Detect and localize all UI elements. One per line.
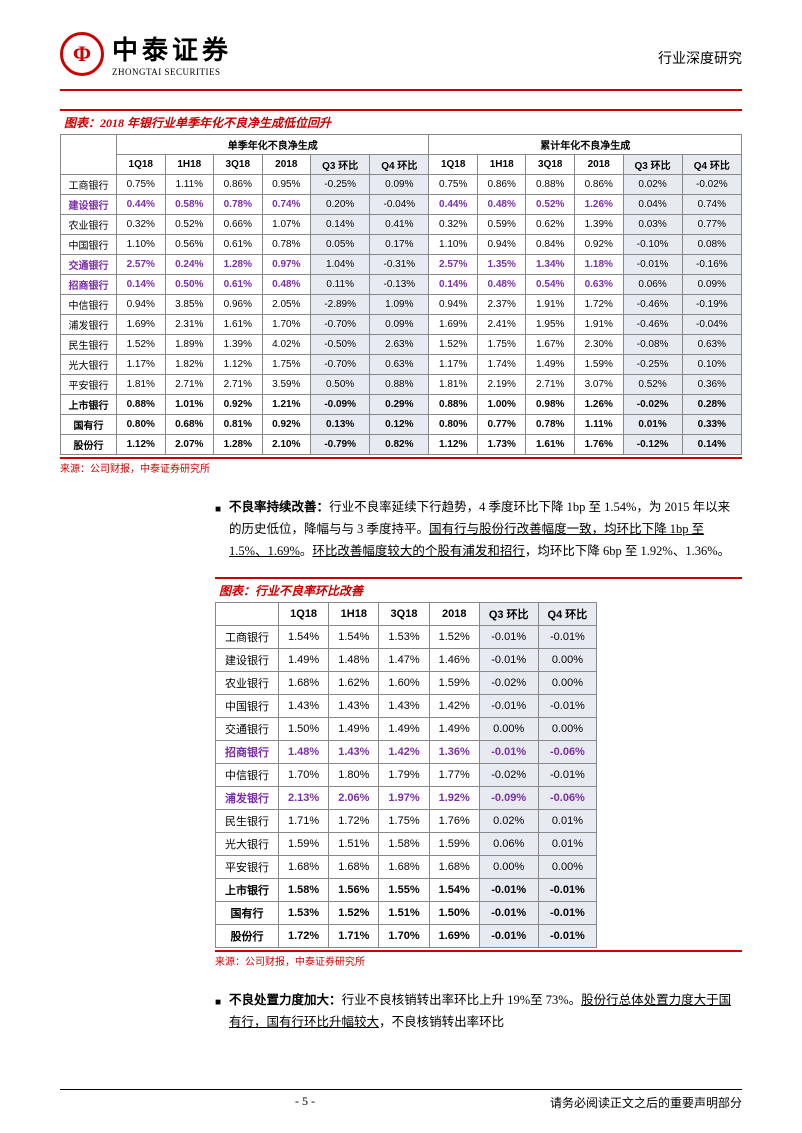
para2-t2: ，不良核销转出率环比 [379, 1015, 504, 1029]
bullet-icon: ■ [215, 501, 221, 563]
table2: 1Q181H183Q182018Q3 环比Q4 环比工商银行1.54%1.54%… [215, 602, 597, 948]
page-footer: - 5 - 请务必阅读正文之后的重要声明部分 [60, 1089, 742, 1111]
paragraph-1: ■ 不良率持续改善：行业不良率延续下行趋势，4 季度环比下降 1bp 至 1.5… [215, 497, 742, 563]
page-header: Φ 中泰证券 ZHONGTAI SECURITIES 行业深度研究 [60, 30, 742, 91]
paragraph-2: ■ 不良处置力度加大：行业不良核销转出率环比上升 19%至 73%。股份行总体处… [215, 990, 742, 1034]
table1-source: 来源：公司财报，中泰证券研究所 [60, 457, 742, 475]
bullet-icon: ■ [215, 994, 221, 1034]
logo-icon: Φ [60, 32, 104, 76]
table2-source: 来源：公司财报，中泰证券研究所 [215, 950, 742, 968]
footer-note: 请务必阅读正文之后的重要声明部分 [550, 1094, 742, 1111]
logo: Φ 中泰证券 ZHONGTAI SECURITIES [60, 30, 232, 77]
para2-lead: 不良处置力度加大： [229, 993, 342, 1007]
page-number: - 5 - [60, 1094, 550, 1111]
para1-t3: ，均环比下降 6bp 至 1.92%、1.36%。 [525, 544, 730, 558]
para1-lead: 不良率持续改善： [229, 500, 329, 514]
para2-t1: 行业不良核销转出率环比上升 19%至 73%。 [342, 993, 582, 1007]
table1: 单季年化不良净生成累计年化不良净生成1Q181H183Q182018Q3 环比Q… [60, 134, 742, 455]
table1-title: 图表：2018 年银行业单季年化不良净生成低位回升 [60, 109, 742, 134]
logo-name-cn: 中泰证券 [112, 30, 232, 67]
para1-u2: 环比改善幅度较大的个股有浦发和招行 [312, 544, 525, 558]
para1-t2: 。 [300, 544, 313, 558]
table2-title: 图表：行业不良率环比改善 [215, 577, 742, 602]
doc-category: 行业深度研究 [658, 48, 742, 68]
logo-name-en: ZHONGTAI SECURITIES [112, 67, 232, 77]
